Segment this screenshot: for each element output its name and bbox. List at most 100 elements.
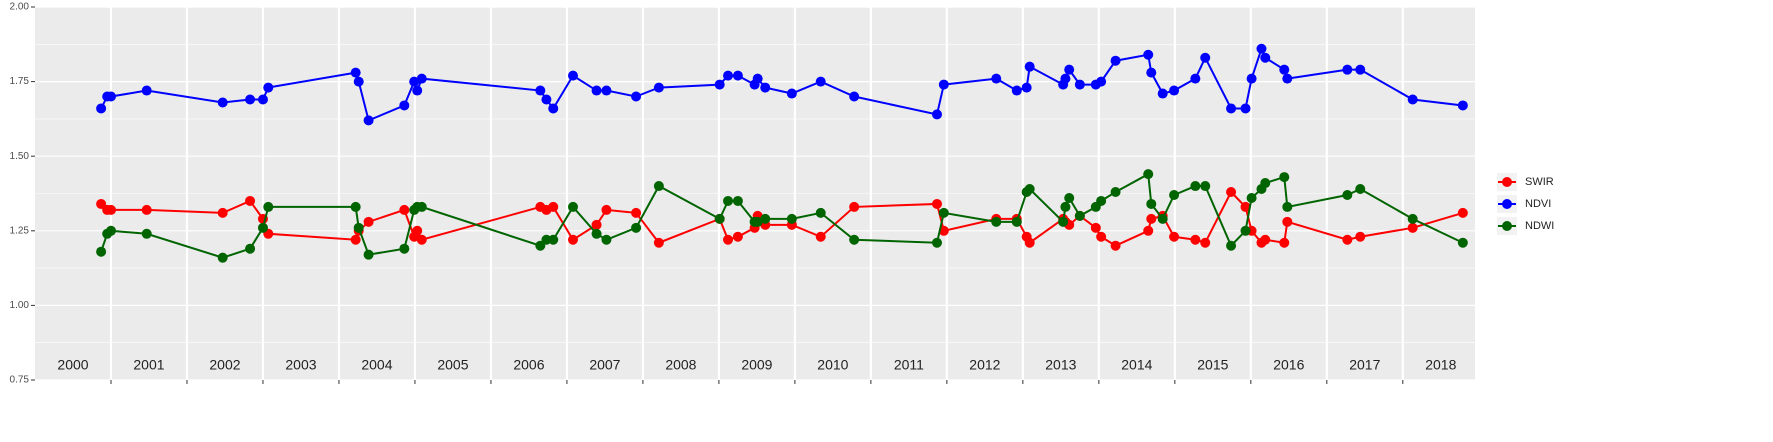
data-point [548,103,559,114]
data-point [1282,73,1293,84]
year-label: 2015 [1197,357,1228,373]
series-line [100,190,1464,247]
data-point [416,234,427,245]
data-point [1060,73,1071,84]
data-point [653,237,664,248]
data-point [714,213,725,224]
data-point [141,204,152,215]
data-point [96,103,107,114]
data-point [1011,216,1022,227]
data-point [1200,181,1211,192]
data-point [1074,210,1085,221]
data-point [1024,237,1035,248]
data-point [931,109,942,120]
data-point [786,88,797,99]
year-label: 2017 [1349,357,1380,373]
data-point [1282,201,1293,212]
data-point [1282,216,1293,227]
data-point [1240,225,1251,236]
data-point [541,94,552,105]
data-point [723,70,734,81]
data-point [1342,189,1353,200]
data-point [350,67,361,78]
data-point [815,207,826,218]
data-point [931,198,942,209]
data-point [1342,64,1353,75]
y-tick-label: 0.75 [10,375,30,386]
data-point [399,100,410,111]
data-point [1096,231,1107,242]
data-point [535,85,546,96]
year-label: 2016 [1273,357,1304,373]
data-point [141,228,152,239]
data-point [568,201,579,212]
data-point [1143,225,1154,236]
data-point [991,216,1002,227]
data-point [1240,201,1251,212]
data-point [1260,234,1271,245]
data-point [353,222,364,233]
data-point [732,231,743,242]
data-point [568,70,579,81]
data-point [653,82,664,93]
data-point [752,73,763,84]
data-point [1342,234,1353,245]
data-point [1021,82,1032,93]
data-point [723,195,734,206]
data-point [1110,55,1121,66]
data-point [1143,169,1154,180]
year-label: 2004 [361,357,392,373]
data-point [1407,94,1418,105]
data-point [363,115,374,126]
data-point [568,234,579,245]
year-label: 2001 [133,357,164,373]
data-point [714,79,725,90]
data-point [1256,43,1267,54]
data-point [601,85,612,96]
data-point [631,91,642,102]
data-point [1355,231,1366,242]
data-point [353,76,364,87]
data-point [938,207,949,218]
data-point [141,85,152,96]
data-point [1226,103,1237,114]
year-label: 2014 [1121,357,1152,373]
data-point [1146,67,1157,78]
data-point [1110,240,1121,251]
legend-label: NDWI [1525,220,1554,232]
data-point [1143,49,1154,60]
data-point [409,76,420,87]
data-point [631,222,642,233]
data-point [1190,234,1201,245]
year-label: 2003 [285,357,316,373]
data-point [1110,187,1121,198]
data-point [245,94,256,105]
data-point [105,204,116,215]
data-point [723,234,734,245]
data-point [1457,100,1468,111]
data-point [217,207,228,218]
data-point [1169,189,1180,200]
data-point [1011,85,1022,96]
data-point [1090,222,1101,233]
data-point [1169,231,1180,242]
data-point [1200,52,1211,63]
data-point [653,181,664,192]
data-point [1096,76,1107,87]
data-point [938,79,949,90]
data-point [245,243,256,254]
year-label: 2006 [513,357,544,373]
data-point [1146,198,1157,209]
data-point [217,97,228,108]
y-tick-label: 1.75 [10,76,30,87]
data-point [1064,64,1075,75]
data-point [760,82,771,93]
data-point [257,94,268,105]
data-point [1157,88,1168,99]
y-tick-label: 1.00 [10,300,30,311]
data-point [363,249,374,260]
data-point [786,213,797,224]
data-point [245,195,256,206]
data-point [1407,222,1418,233]
data-point [1407,213,1418,224]
